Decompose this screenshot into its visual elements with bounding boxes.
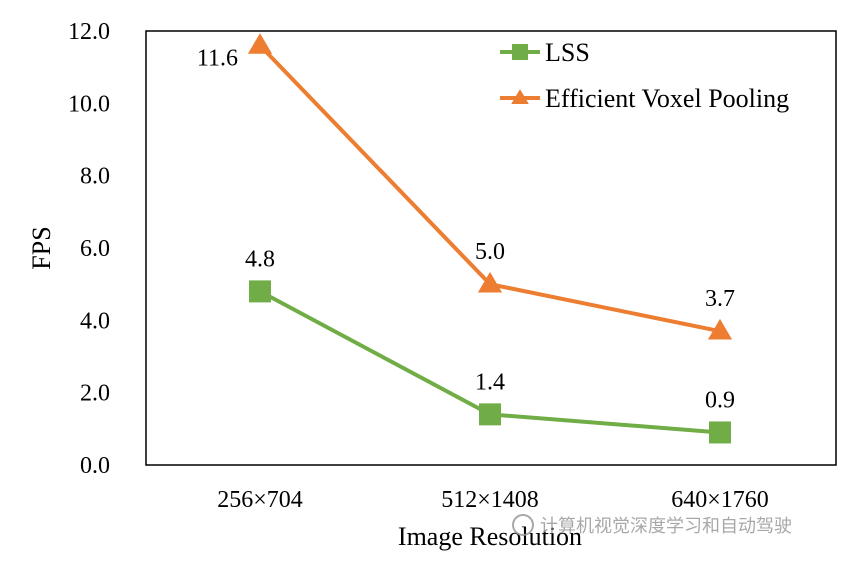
x-tick-label: 512×1408 (441, 487, 539, 513)
y-tick-labels: 0.0 2.0 4.0 6.0 8.0 10.0 12.0 (68, 19, 110, 479)
legend-marker-efficient-voxel-pooling (511, 89, 529, 105)
data-point-lss (709, 421, 731, 444)
watermark: 计算机视觉深度学习和自动驾驶 (512, 512, 792, 538)
data-labels: 4.8 1.4 0.9 11.6 5.0 3.7 (197, 45, 735, 413)
data-point-efficient-voxel-pooling (707, 318, 733, 340)
y-tick-label: 12.0 (68, 19, 110, 45)
data-label-lss: 0.9 (705, 387, 735, 413)
y-tick-label: 2.0 (80, 381, 110, 407)
data-point-lss (479, 403, 501, 426)
y-tick-label: 0.0 (80, 453, 110, 479)
legend-marker-lss (512, 44, 528, 60)
data-point-lss (249, 280, 271, 303)
y-tick-label: 6.0 (80, 236, 110, 262)
legend-label-efficient-voxel-pooling: Efficient Voxel Pooling (545, 84, 789, 113)
data-label-lss: 4.8 (245, 246, 275, 272)
data-label-lss: 1.4 (475, 369, 505, 395)
legend: LSS Efficient Voxel Pooling (500, 38, 789, 113)
y-tick-label: 4.0 (80, 308, 110, 334)
y-tick-label: 10.0 (68, 91, 110, 117)
series-layer (247, 33, 733, 444)
x-tick-label: 256×704 (217, 487, 303, 513)
legend-label-lss: LSS (545, 38, 590, 67)
y-tick-label: 8.0 (80, 164, 110, 190)
x-tick-labels: 256×704 512×1408 640×1760 (217, 487, 769, 513)
watermark-text: 计算机视觉深度学习和自动驾驶 (540, 516, 792, 537)
data-point-efficient-voxel-pooling (247, 33, 273, 54)
y-axis-label: FPS (27, 226, 56, 269)
data-label-efficient-voxel-pooling: 3.7 (705, 286, 735, 312)
wechat-icon (512, 514, 534, 536)
data-point-efficient-voxel-pooling (477, 271, 503, 293)
data-label-efficient-voxel-pooling: 11.6 (197, 45, 238, 71)
x-axis-label: Image Resolution (398, 522, 582, 551)
plot-area-frame (145, 30, 837, 466)
x-tick-label: 640×1760 (671, 487, 769, 513)
data-label-efficient-voxel-pooling: 5.0 (475, 239, 505, 265)
